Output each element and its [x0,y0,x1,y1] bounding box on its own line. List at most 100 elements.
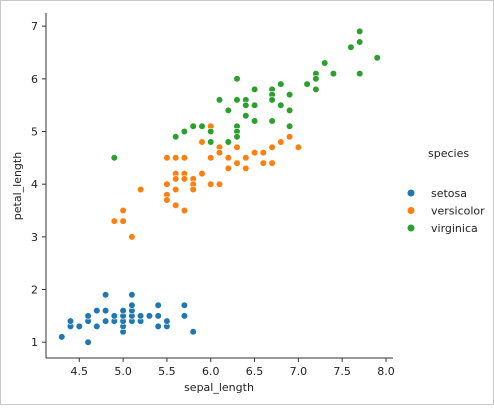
point-virginica-19 [251,101,259,109]
legend-label-virginica: virginica [431,222,478,235]
point-virginica-4 [198,122,206,130]
point-versicolor-20 [189,185,197,194]
legend-title: species [428,147,469,160]
point-setosa-10 [101,307,110,315]
point-virginica-38 [356,38,364,46]
point-versicolor-8 [163,196,171,204]
point-virginica-0 [110,154,118,162]
point-setosa-3 [75,322,83,331]
point-virginica-9 [224,138,232,146]
point-virginica-7 [215,96,224,104]
point-versicolor-12 [172,185,180,194]
point-virginica-14 [233,133,241,141]
point-virginica-11 [233,96,241,104]
point-versicolor-41 [277,138,285,146]
point-virginica-3 [189,122,197,130]
point-versicolor-13 [172,201,180,209]
point-virginica-2 [180,127,188,136]
point-versicolor-9 [172,154,180,162]
x-tick-label-7: 8.0 [377,365,395,378]
point-virginica-37 [356,27,364,36]
point-virginica-34 [321,59,329,67]
point-versicolor-1 [119,217,127,225]
y-tick-label-4: 5 [31,126,38,139]
point-versicolor-43 [294,143,303,151]
point-setosa-22 [128,301,136,309]
x-tick-label-0: 4.5 [71,365,89,378]
point-versicolor-22 [198,170,206,178]
point-versicolor-30 [224,164,232,172]
point-versicolor-37 [259,149,267,157]
point-setosa-34 [189,328,197,336]
point-setosa-33 [180,301,188,309]
point-setosa-13 [110,312,118,320]
point-virginica-27 [286,90,294,99]
point-setosa-27 [154,322,162,331]
point-setosa-32 [180,312,188,320]
point-virginica-10 [233,75,241,83]
point-setosa-25 [137,312,145,320]
point-virginica-40 [373,54,381,62]
point-setosa-0 [58,333,66,341]
point-versicolor-36 [251,149,259,157]
point-versicolor-17 [180,206,188,215]
legend-marker-versicolor [406,206,416,215]
y-tick-label-2: 3 [31,231,38,244]
point-versicolor-32 [233,143,241,151]
point-versicolor-3 [128,233,136,241]
point-versicolor-4 [137,185,145,194]
point-virginica-29 [286,122,294,130]
plot-area [58,27,381,346]
point-versicolor-24 [207,154,215,162]
y-tick-label-0: 1 [31,336,38,349]
point-virginica-6 [207,138,215,146]
point-versicolor-16 [180,175,188,183]
point-versicolor-6 [163,180,171,188]
y-tick-label-3: 4 [31,178,38,191]
point-versicolor-29 [224,154,232,162]
point-setosa-4 [84,338,92,346]
point-versicolor-38 [259,159,267,167]
x-tick-label-3: 6.0 [202,365,220,378]
point-setosa-2 [66,317,75,325]
point-virginica-8 [224,106,232,114]
y-tick-label-1: 2 [31,284,38,297]
legend-entries: setosa versicolor virginica [406,187,485,235]
point-versicolor-40 [268,159,276,167]
y-axis-label: petal_length [11,152,24,220]
point-setosa-28 [154,312,162,320]
legend-marker-virginica [406,223,416,233]
point-virginica-24 [268,117,276,125]
x-tick-label-1: 5.0 [114,365,132,378]
point-virginica-17 [242,112,250,120]
legend-marker-setosa [406,188,416,198]
point-virginica-28 [286,106,294,114]
point-versicolor-34 [242,154,250,162]
y-ticks: 1 2 3 4 5 6 7 [31,20,46,349]
point-versicolor-42 [286,133,294,141]
point-virginica-16 [242,101,250,109]
x-axis-label: sepal_length [184,381,254,394]
point-setosa-7 [93,322,101,331]
point-virginica-26 [277,101,285,109]
point-virginica-39 [356,69,364,78]
point-versicolor-28 [215,180,224,188]
point-virginica-1 [172,133,180,141]
legend-label-versicolor: versicolor [431,205,485,218]
point-virginica-18 [251,85,259,93]
point-virginica-5 [207,127,215,136]
point-versicolor-33 [233,159,241,167]
point-virginica-20 [251,117,259,125]
point-virginica-23 [268,96,276,104]
x-tick-label-6: 7.5 [333,365,351,378]
x-tick-label-2: 5.5 [158,365,176,378]
point-versicolor-39 [268,143,276,151]
point-versicolor-35 [242,164,250,172]
point-setosa-23 [128,291,136,299]
point-virginica-36 [347,43,355,51]
point-setosa-8 [93,307,101,315]
point-setosa-11 [101,291,110,299]
x-tick-label-5: 7.0 [290,365,308,378]
legend-label-setosa: setosa [431,187,467,200]
